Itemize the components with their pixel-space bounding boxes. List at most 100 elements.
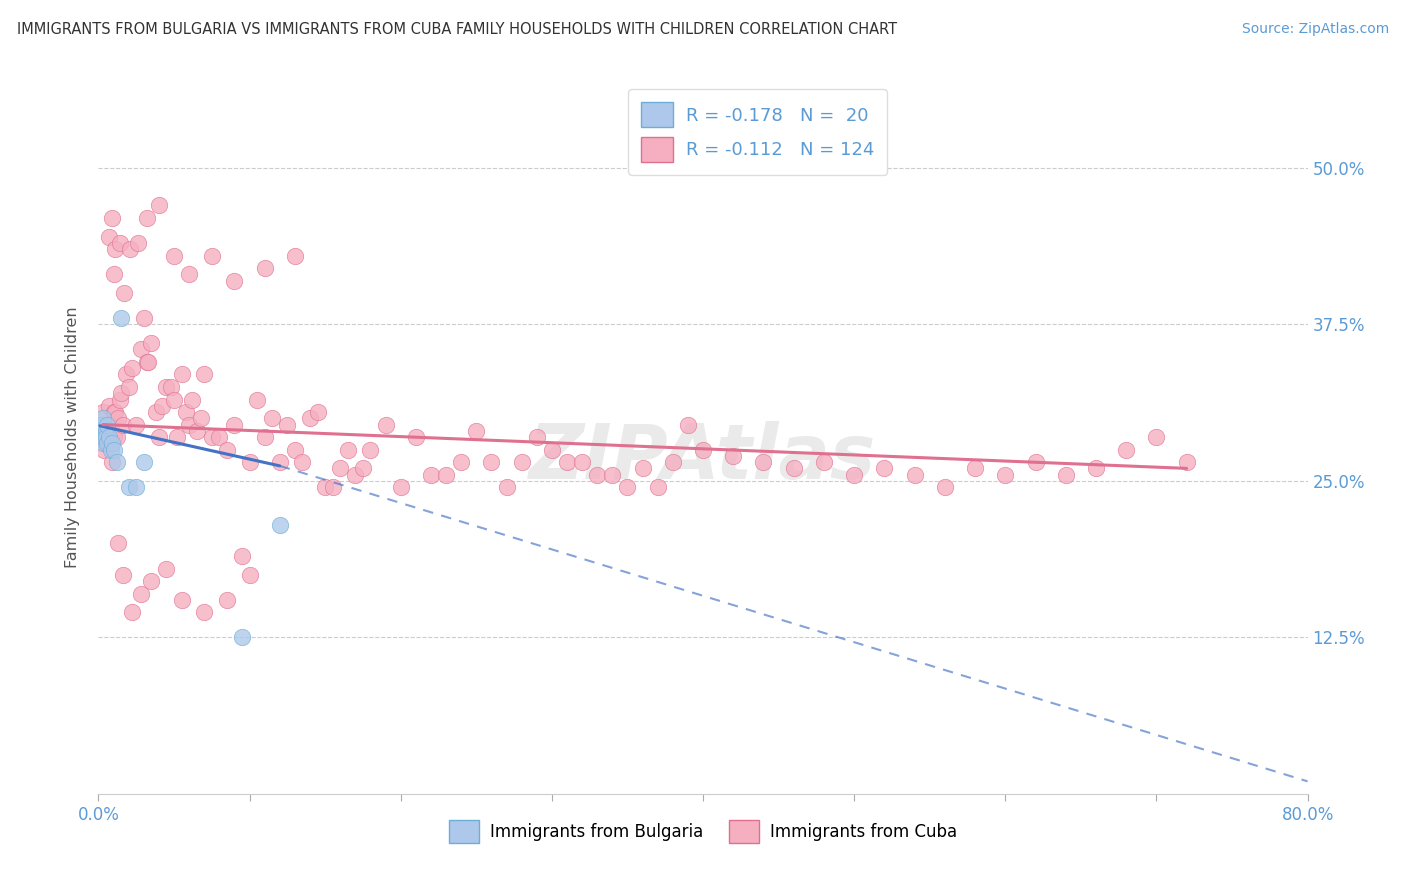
Point <box>93 442 115 457</box>
Point <box>170 592 193 607</box>
Y-axis label: Family Households with Children: Family Households with Children <box>65 306 80 568</box>
Point <box>94 436 117 450</box>
Point <box>813 455 835 469</box>
Point <box>103 405 125 419</box>
Point <box>121 361 143 376</box>
Point <box>100 442 122 457</box>
Point <box>94 430 117 444</box>
Point <box>647 480 669 494</box>
Point <box>94 424 117 438</box>
Point <box>844 467 866 482</box>
Point <box>181 392 204 407</box>
Point <box>276 417 298 432</box>
Point <box>136 355 159 369</box>
Point <box>495 480 517 494</box>
Point <box>231 549 253 563</box>
Point <box>125 480 148 494</box>
Point <box>101 436 124 450</box>
Point <box>215 592 238 607</box>
Point <box>616 480 638 494</box>
Point <box>352 461 374 475</box>
Point <box>284 248 307 262</box>
Point <box>110 311 132 326</box>
Point <box>105 430 128 444</box>
Point <box>121 605 143 619</box>
Point <box>135 355 157 369</box>
Point <box>904 467 927 482</box>
Point <box>96 436 118 450</box>
Point <box>246 392 269 407</box>
Point <box>540 442 562 457</box>
Point <box>661 455 683 469</box>
Point <box>752 455 775 469</box>
Point <box>190 411 212 425</box>
Point <box>90 417 112 432</box>
Point <box>91 411 114 425</box>
Point <box>101 455 124 469</box>
Point <box>224 417 246 432</box>
Point <box>269 517 291 532</box>
Point <box>1054 467 1077 482</box>
Point <box>676 417 699 432</box>
Point <box>132 311 155 326</box>
Point <box>129 586 152 600</box>
Point <box>163 392 186 407</box>
Point <box>253 430 276 444</box>
Point <box>179 417 201 432</box>
Point <box>148 198 170 212</box>
Point <box>193 605 215 619</box>
Point <box>314 480 336 494</box>
Point <box>1115 442 1137 457</box>
Point <box>481 455 503 469</box>
Point <box>111 417 134 432</box>
Point <box>145 405 167 419</box>
Text: Source: ZipAtlas.com: Source: ZipAtlas.com <box>1241 22 1389 37</box>
Point <box>1175 455 1198 469</box>
Point <box>465 424 488 438</box>
Point <box>155 561 177 575</box>
Point <box>420 467 443 482</box>
Point <box>91 405 114 419</box>
Point <box>336 442 359 457</box>
Point <box>526 430 548 444</box>
Point <box>111 567 134 582</box>
Point <box>344 467 367 482</box>
Point <box>450 455 472 469</box>
Point <box>231 631 253 645</box>
Point <box>239 567 262 582</box>
Point <box>129 343 152 357</box>
Point <box>586 467 609 482</box>
Point <box>98 399 121 413</box>
Point <box>120 242 142 256</box>
Text: IMMIGRANTS FROM BULGARIA VS IMMIGRANTS FROM CUBA FAMILY HOUSEHOLDS WITH CHILDREN: IMMIGRANTS FROM BULGARIA VS IMMIGRANTS F… <box>17 22 897 37</box>
Point <box>91 436 114 450</box>
Point <box>360 442 382 457</box>
Point <box>1085 461 1108 475</box>
Point <box>873 461 896 475</box>
Point <box>101 211 124 225</box>
Point <box>174 405 197 419</box>
Point <box>108 392 131 407</box>
Point <box>89 417 111 432</box>
Point <box>112 286 135 301</box>
Point <box>118 480 141 494</box>
Point <box>104 242 127 256</box>
Point <box>269 455 291 469</box>
Point <box>93 430 115 444</box>
Point <box>179 268 201 282</box>
Point <box>201 248 224 262</box>
Point <box>389 480 412 494</box>
Point <box>405 430 427 444</box>
Point <box>135 211 157 225</box>
Point <box>723 449 745 463</box>
Point <box>1024 455 1046 469</box>
Point <box>374 417 396 432</box>
Point <box>98 430 121 444</box>
Point <box>166 430 188 444</box>
Point <box>307 405 329 419</box>
Point <box>100 417 122 432</box>
Point <box>186 424 208 438</box>
Point <box>98 229 121 244</box>
Point <box>299 411 322 425</box>
Point <box>170 368 193 382</box>
